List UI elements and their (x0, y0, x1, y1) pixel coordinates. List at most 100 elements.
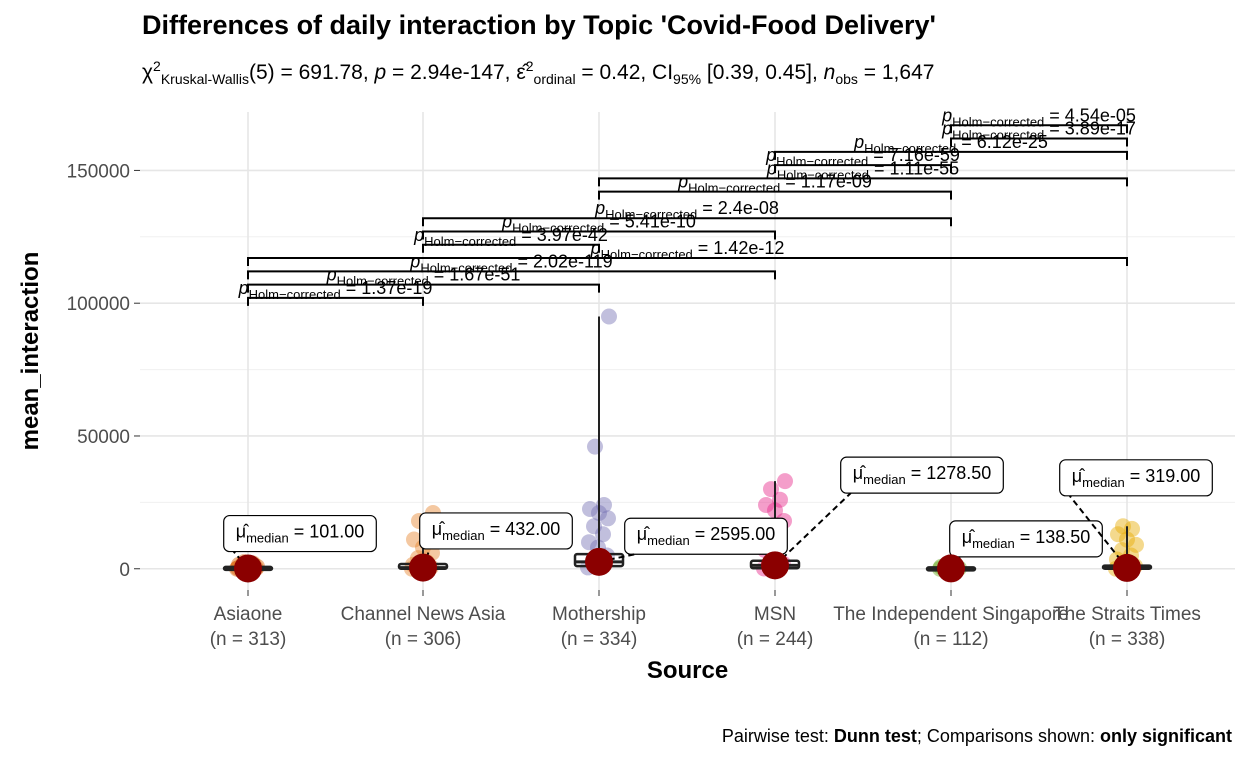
median-label: μ̂median = 319.00 (1072, 466, 1201, 490)
comparison-p: p (501, 212, 512, 232)
comparison-label: pHolm−corrected = 1.11e-55 (766, 158, 959, 182)
y-tick-label: 100000 (67, 294, 130, 315)
x-tick-count: (n = 244) (737, 629, 814, 650)
subtitle-chi: χ (142, 61, 154, 84)
median-leader (774, 492, 852, 567)
x-tick-count: (n = 338) (1089, 629, 1166, 650)
comparison-value: = 1.17e-09 (780, 172, 872, 192)
comparison-sub: Holm−corrected (337, 274, 429, 289)
chart-subtitle: χ2Kruskal-Wallis(5) = 691.78, p = 2.94e-… (142, 58, 934, 87)
caption-mid: ; Comparisons shown: (916, 726, 1100, 746)
x-tick-count: (n = 112) (913, 629, 988, 650)
comparison-bracket (950, 137, 1128, 147)
chart-title: Differences of daily interaction by Topi… (142, 10, 936, 40)
comparison-label: pHolm−corrected = 5.41e-10 (501, 212, 696, 236)
comparison-bracket (422, 230, 776, 240)
y-axis-title: mean_interaction (17, 252, 44, 451)
comparison-sub: Holm−corrected (420, 260, 512, 275)
y-tick-label: 150000 (67, 161, 130, 182)
subtitle-p-value: = 2.94e-147, (386, 61, 517, 84)
comparison-value: = 3.97e-42 (516, 225, 608, 245)
x-tick-label: Mothership (552, 604, 646, 625)
data-point (777, 473, 793, 490)
x-tick-label: Channel News Asia (341, 604, 506, 625)
comparison-bracket (247, 296, 424, 306)
caption: Pairwise test: Dunn test; Comparisons sh… (722, 726, 1232, 747)
data-point (582, 501, 598, 518)
comparison-value: = 1.67e-51 (429, 265, 521, 285)
subtitle-eps-value: = 0.42, CI (575, 61, 674, 84)
median-label: μ̂median = 1278.50 (853, 463, 992, 487)
comparison-bracket (422, 243, 600, 253)
median-label-box (840, 456, 1004, 494)
subtitle-n-label: n (823, 61, 836, 84)
comparison-value: = 1.42e-12 (693, 238, 785, 258)
data-point (758, 497, 774, 514)
comparison-sub: Holm−corrected (952, 114, 1044, 129)
comparison-label: pHolm−corrected = 7.16e-59 (765, 145, 960, 169)
comparison-bracket (247, 270, 776, 280)
comparison-label: pHolm−corrected = 1.17e-09 (677, 172, 872, 196)
median-value: = 432.00 (485, 519, 561, 539)
comparison-p: p (677, 172, 688, 192)
x-tick-label: MSN (754, 604, 796, 625)
median-mu: μ̂ (962, 527, 975, 547)
comparison-value: = 2.02e-119 (512, 251, 612, 271)
median-label-box (419, 512, 573, 550)
median-leader (1068, 495, 1128, 569)
comparison-p: p (941, 119, 952, 139)
comparison-sub: Holm−corrected (952, 128, 1044, 143)
subtitle-ci-sub: 95% (673, 71, 702, 88)
comparison-label: pHolm−corrected = 2.4e-08 (594, 198, 779, 222)
subtitle-stat: (5) = 691.78, (248, 61, 375, 84)
data-point (1115, 518, 1131, 535)
median-mu: μ̂ (637, 524, 650, 544)
median-leader (598, 553, 635, 563)
subtitle-ci-value: [0.39, 0.45], (701, 61, 824, 84)
comparison-p: p (238, 278, 249, 298)
x-tick-count: (n = 334) (561, 629, 638, 650)
median-value: = 319.00 (1125, 466, 1201, 486)
comparison-p: p (590, 238, 601, 258)
median-mu: μ̂ (432, 519, 445, 539)
comparison-sub: Holm−corrected (512, 221, 604, 236)
subtitle-eps: ε̂ (516, 61, 526, 84)
median-sub: median (246, 531, 289, 546)
comparison-label: pHolm−corrected = 2.02e-119 (409, 251, 612, 275)
caption-test: Dunn test (833, 726, 917, 746)
median-label: μ̂median = 138.50 (962, 527, 1091, 551)
comparison-value: = 6.12e-25 (956, 132, 1048, 152)
comparison-bracket (598, 190, 952, 200)
x-tick-count: (n = 313) (210, 629, 287, 650)
x-tick-label: The Straits Times (1053, 604, 1201, 625)
median-mu: μ̂ (853, 463, 866, 483)
median-mu: μ̂ (236, 522, 249, 542)
median-value: = 138.50 (1015, 527, 1091, 547)
comparison-sub: Holm−corrected (864, 141, 956, 156)
median-dot (234, 554, 262, 583)
median-sub: median (1082, 475, 1125, 490)
comparison-label: pHolm−corrected = 1.37e-19 (238, 278, 433, 302)
comparison-bracket (774, 164, 952, 174)
median-dot (409, 553, 437, 582)
comparison-label: pHolm−corrected = 6.12e-25 (853, 132, 1048, 156)
comparison-label: pHolm−corrected = 4.54e-05 (941, 105, 1136, 129)
y-tick-label: 50000 (77, 427, 130, 448)
y-tick-label: 0 (119, 560, 130, 581)
comparison-sub: Holm−corrected (605, 207, 697, 222)
median-label-box (624, 517, 788, 555)
comparison-p: p (594, 198, 605, 218)
median-value: = 2595.00 (690, 524, 776, 544)
comparison-value: = 7.16e-59 (868, 145, 960, 165)
comparison-value: = 1.37e-19 (341, 278, 433, 298)
comparison-sub: Holm−corrected (601, 247, 693, 262)
data-point (600, 510, 616, 527)
data-point (601, 308, 617, 325)
median-sub: median (647, 533, 690, 548)
comparison-label: pHolm−corrected = 3.89e-17 (941, 119, 1136, 143)
comparison-value: = 5.41e-10 (604, 212, 696, 232)
median-value: = 101.00 (289, 522, 365, 542)
x-axis-title: Source (647, 657, 728, 684)
x-tick-label: Asiaone (214, 604, 283, 625)
comparison-bracket (774, 150, 1128, 160)
